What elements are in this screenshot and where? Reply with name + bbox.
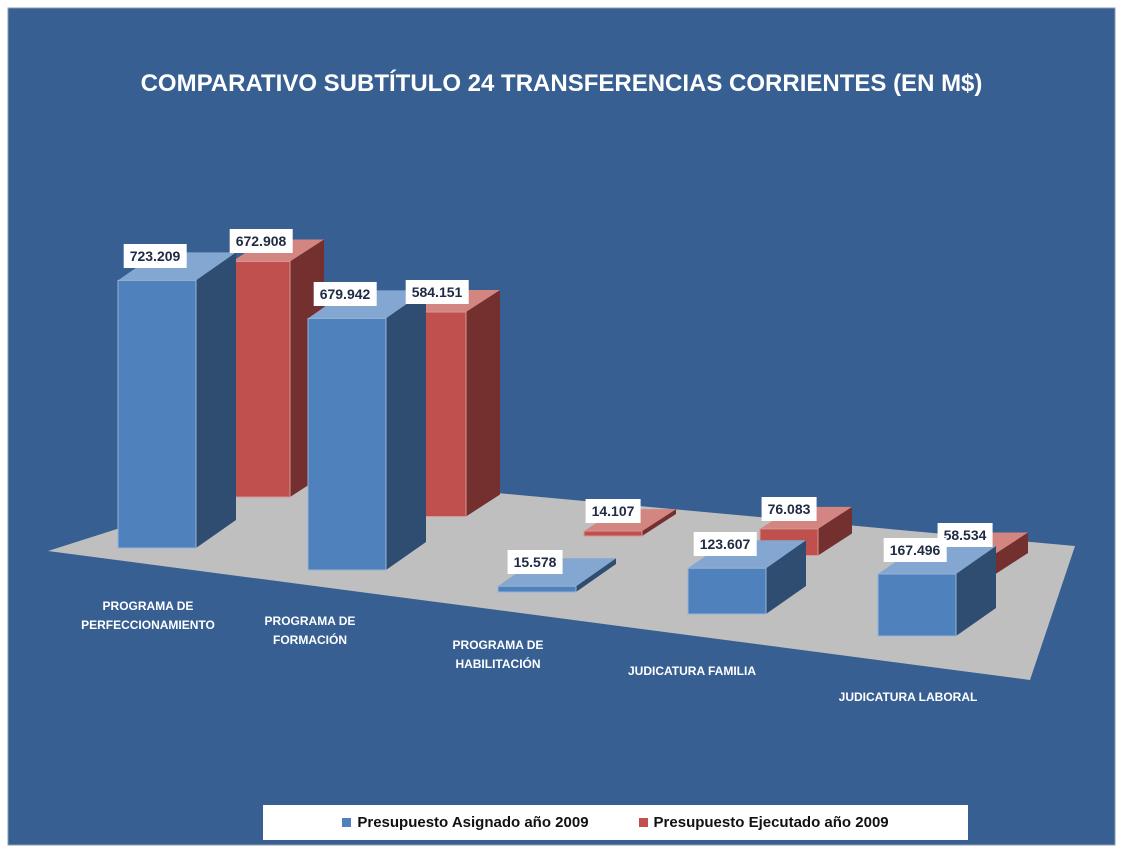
legend-label: Presupuesto Ejecutado año 2009 (653, 814, 889, 831)
bar-side (994, 532, 1028, 575)
bar-side (956, 546, 996, 636)
bar (583, 530, 643, 537)
legend-swatch (342, 818, 352, 827)
legend-item: Presupuesto Asignado año 2009 (342, 814, 589, 831)
value-label: 672.908 (229, 229, 293, 254)
bar (687, 567, 767, 615)
value-label: 15.578 (507, 550, 563, 575)
chart-title: COMPARATIVO SUBTÍTULO 24 TRANSFERENCIAS … (140, 70, 983, 97)
bar (231, 260, 291, 498)
legend-label: Presupuesto Asignado año 2009 (357, 814, 589, 831)
bar-side (196, 252, 236, 549)
bar (307, 317, 387, 571)
value-label: 679.942 (313, 282, 377, 307)
value-label: 76.083 (761, 496, 817, 521)
bar-side (576, 558, 616, 592)
bar-side (466, 290, 500, 517)
x-tick-label: PROGRAMA DE FORMACIÓN (264, 614, 356, 647)
x-tick-label: PROGRAMA DE PERFECCIONAMIENTO (81, 599, 215, 632)
bar-side (766, 540, 806, 614)
bar-side (386, 290, 426, 570)
bar (877, 573, 957, 637)
bar (497, 585, 577, 593)
legend: Presupuesto Asignado año 2009 Presupuesto… (263, 805, 968, 840)
legend-item: Presupuesto Ejecutado año 2009 (638, 814, 889, 831)
value-label: 723.209 (123, 244, 187, 269)
value-label: 123.607 (693, 532, 757, 557)
value-label: 584.151 (405, 280, 469, 305)
x-tick-label: PROGRAMA DE HABILITACIÓN (452, 638, 544, 671)
bar (117, 279, 197, 549)
bar-side (818, 506, 852, 556)
legend-swatch (638, 818, 648, 827)
value-label: 58.534 (937, 522, 993, 547)
x-tick-label: JUDICATURA LABORAL (838, 690, 978, 704)
value-label: 167.496 (883, 538, 947, 563)
value-label: 14.107 (585, 499, 641, 524)
bar-side (642, 509, 676, 536)
x-tick-label: JUDICATURA FAMILIA (628, 664, 756, 678)
